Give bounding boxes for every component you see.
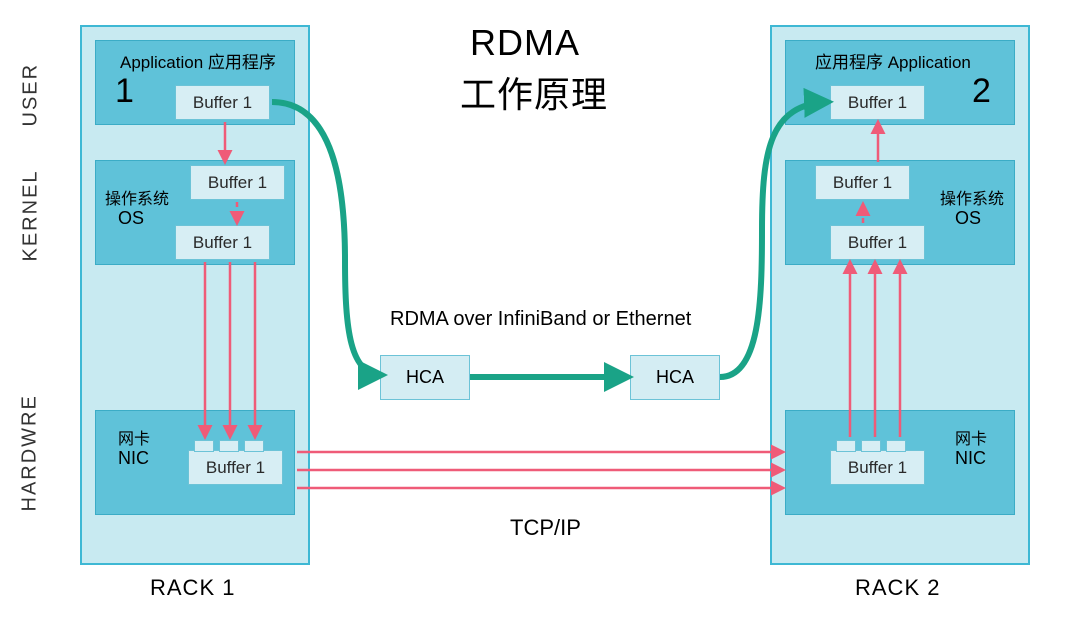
title-line-2: 工作原理 [460,66,608,118]
rack2-app-num: 2 [972,72,991,111]
side-label-hardware: HARDWRE [19,392,42,512]
hca-left: HCA [380,355,470,400]
rack1-nic-tick-1 [194,440,214,452]
rack2-os-label-2: OS [955,208,981,229]
rack2-nic-label-2: NIC [955,448,986,469]
rack1-label: RACK 1 [150,575,235,601]
rack1-os-buffer-top: Buffer 1 [190,165,285,200]
rack1-nic-label-2: NIC [118,448,149,469]
rack2-app-buffer: Buffer 1 [830,85,925,120]
side-label-user: USER [20,57,43,127]
rack2-nic-tick-3 [886,440,906,452]
rack2-nic-tick-2 [861,440,881,452]
rack1-app-buffer: Buffer 1 [175,85,270,120]
rack2-nic-buffer: Buffer 1 [830,450,925,485]
rack1-nic-label-1: 网卡 [118,425,150,449]
rack1-nic-buffer: Buffer 1 [188,450,283,485]
rack1-nic-tick-2 [219,440,239,452]
rdma-over-label: RDMA over InfiniBand or Ethernet [390,308,691,331]
rack2-nic-tick-1 [836,440,856,452]
rack1-os-label-1: 操作系统 [105,185,169,209]
rack2-os-label-1: 操作系统 [940,185,1004,209]
rack2-label: RACK 2 [855,575,940,601]
rack1-app-num: 1 [115,72,134,111]
rack2-os-buffer-top: Buffer 1 [815,165,910,200]
rack1-os-buffer-bottom: Buffer 1 [175,225,270,260]
rack1-nic-tick-3 [244,440,264,452]
title-line-1: RDMA [470,22,580,64]
tcpip-label: TCP/IP [510,515,581,541]
rack1-os-label-2: OS [118,208,144,229]
rack2-app-label: 应用程序 Application [815,48,971,73]
rack1-app-label: Application 应用程序 [120,48,276,73]
rack2-nic-label-1: 网卡 [955,425,987,449]
hca-right: HCA [630,355,720,400]
rack2-os-buffer-bottom: Buffer 1 [830,225,925,260]
side-label-kernel: KERNEL [20,172,43,262]
